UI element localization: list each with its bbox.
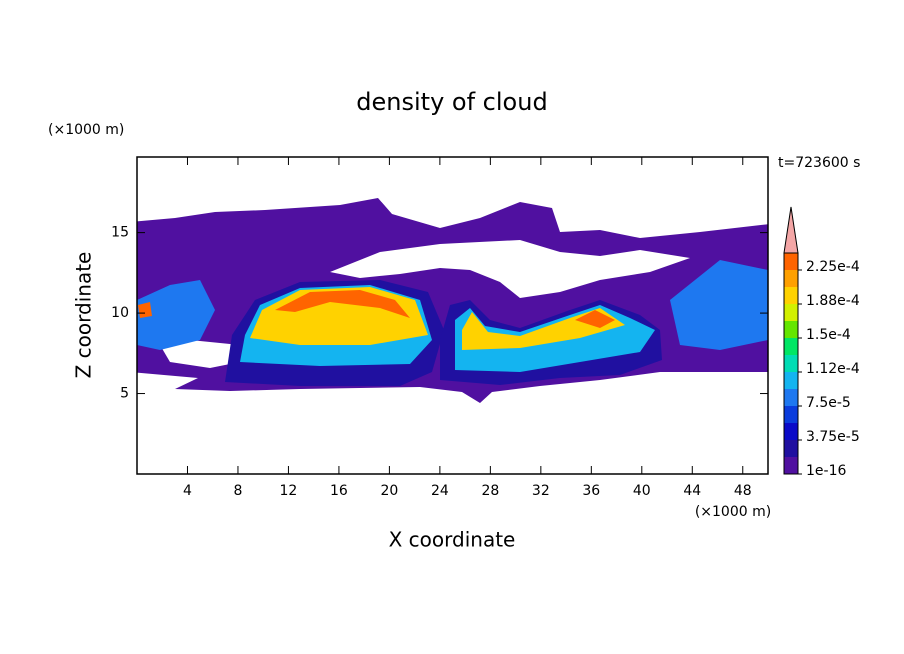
- x-axis-label: X coordinate: [389, 528, 516, 552]
- colorbar-band: [784, 406, 798, 423]
- x-tick-label: 16: [330, 483, 348, 499]
- y-axis-label: Z coordinate: [72, 252, 96, 379]
- x-tick-label: 12: [280, 483, 298, 499]
- x-tick-label: 8: [233, 483, 242, 499]
- colorbar-band: [784, 270, 798, 287]
- y-tick-label: 5: [120, 386, 129, 402]
- x-tick-label: 4: [183, 483, 192, 499]
- y-tick-label: 10: [111, 305, 129, 321]
- colorbar-band: [784, 457, 798, 474]
- x-tick-label: 32: [532, 483, 550, 499]
- colorbar-tick-label: 1.5e-4: [806, 327, 851, 343]
- colorbar-band: [784, 321, 798, 338]
- y-unit: (×1000 m): [48, 122, 124, 138]
- colorbar-band: [784, 389, 798, 406]
- colorbar-band: [784, 304, 798, 321]
- x-tick-label: 24: [431, 483, 449, 499]
- x-tick-label: 28: [481, 483, 499, 499]
- field: [137, 198, 768, 403]
- cloud-region: [670, 260, 768, 350]
- colorbar-band: [784, 253, 798, 270]
- colorbar-band: [784, 372, 798, 389]
- x-tick-label: 20: [380, 483, 398, 499]
- time-label: t=723600 s: [778, 155, 860, 171]
- colorbar-frame: [783, 252, 799, 475]
- x-tick-label: 48: [734, 483, 752, 499]
- colorbar-band: [784, 440, 798, 457]
- colorbar-band: [784, 287, 798, 304]
- colorbar-tick-label: 1.12e-4: [806, 361, 860, 377]
- colorbar-band: [784, 338, 798, 355]
- cloud-region: [138, 302, 152, 318]
- chart-title: density of cloud: [356, 88, 547, 116]
- cloud-region: [137, 280, 215, 350]
- colorbar-band: [784, 423, 798, 440]
- y-tick-label: 15: [111, 225, 129, 241]
- colorbar-tick-label: 3.75e-5: [806, 429, 860, 445]
- colorbar-tick-label: 1.88e-4: [806, 293, 860, 309]
- colorbar-band: [784, 355, 798, 372]
- colorbar-tick-label: 2.25e-4: [806, 259, 860, 275]
- colorbar-tick-label: 7.5e-5: [806, 395, 851, 411]
- x-tick-label: 44: [683, 483, 701, 499]
- plot-frame: [136, 156, 769, 475]
- colorbar-tick-label: 1e-16: [806, 463, 846, 479]
- cloud-region: [275, 290, 410, 318]
- x-tick-label: 36: [582, 483, 600, 499]
- cloud-gap: [160, 340, 250, 368]
- cloud-gap: [330, 240, 690, 298]
- x-unit: (×1000 m): [695, 504, 771, 520]
- x-tick-label: 40: [633, 483, 651, 499]
- cloud-region: [575, 310, 615, 328]
